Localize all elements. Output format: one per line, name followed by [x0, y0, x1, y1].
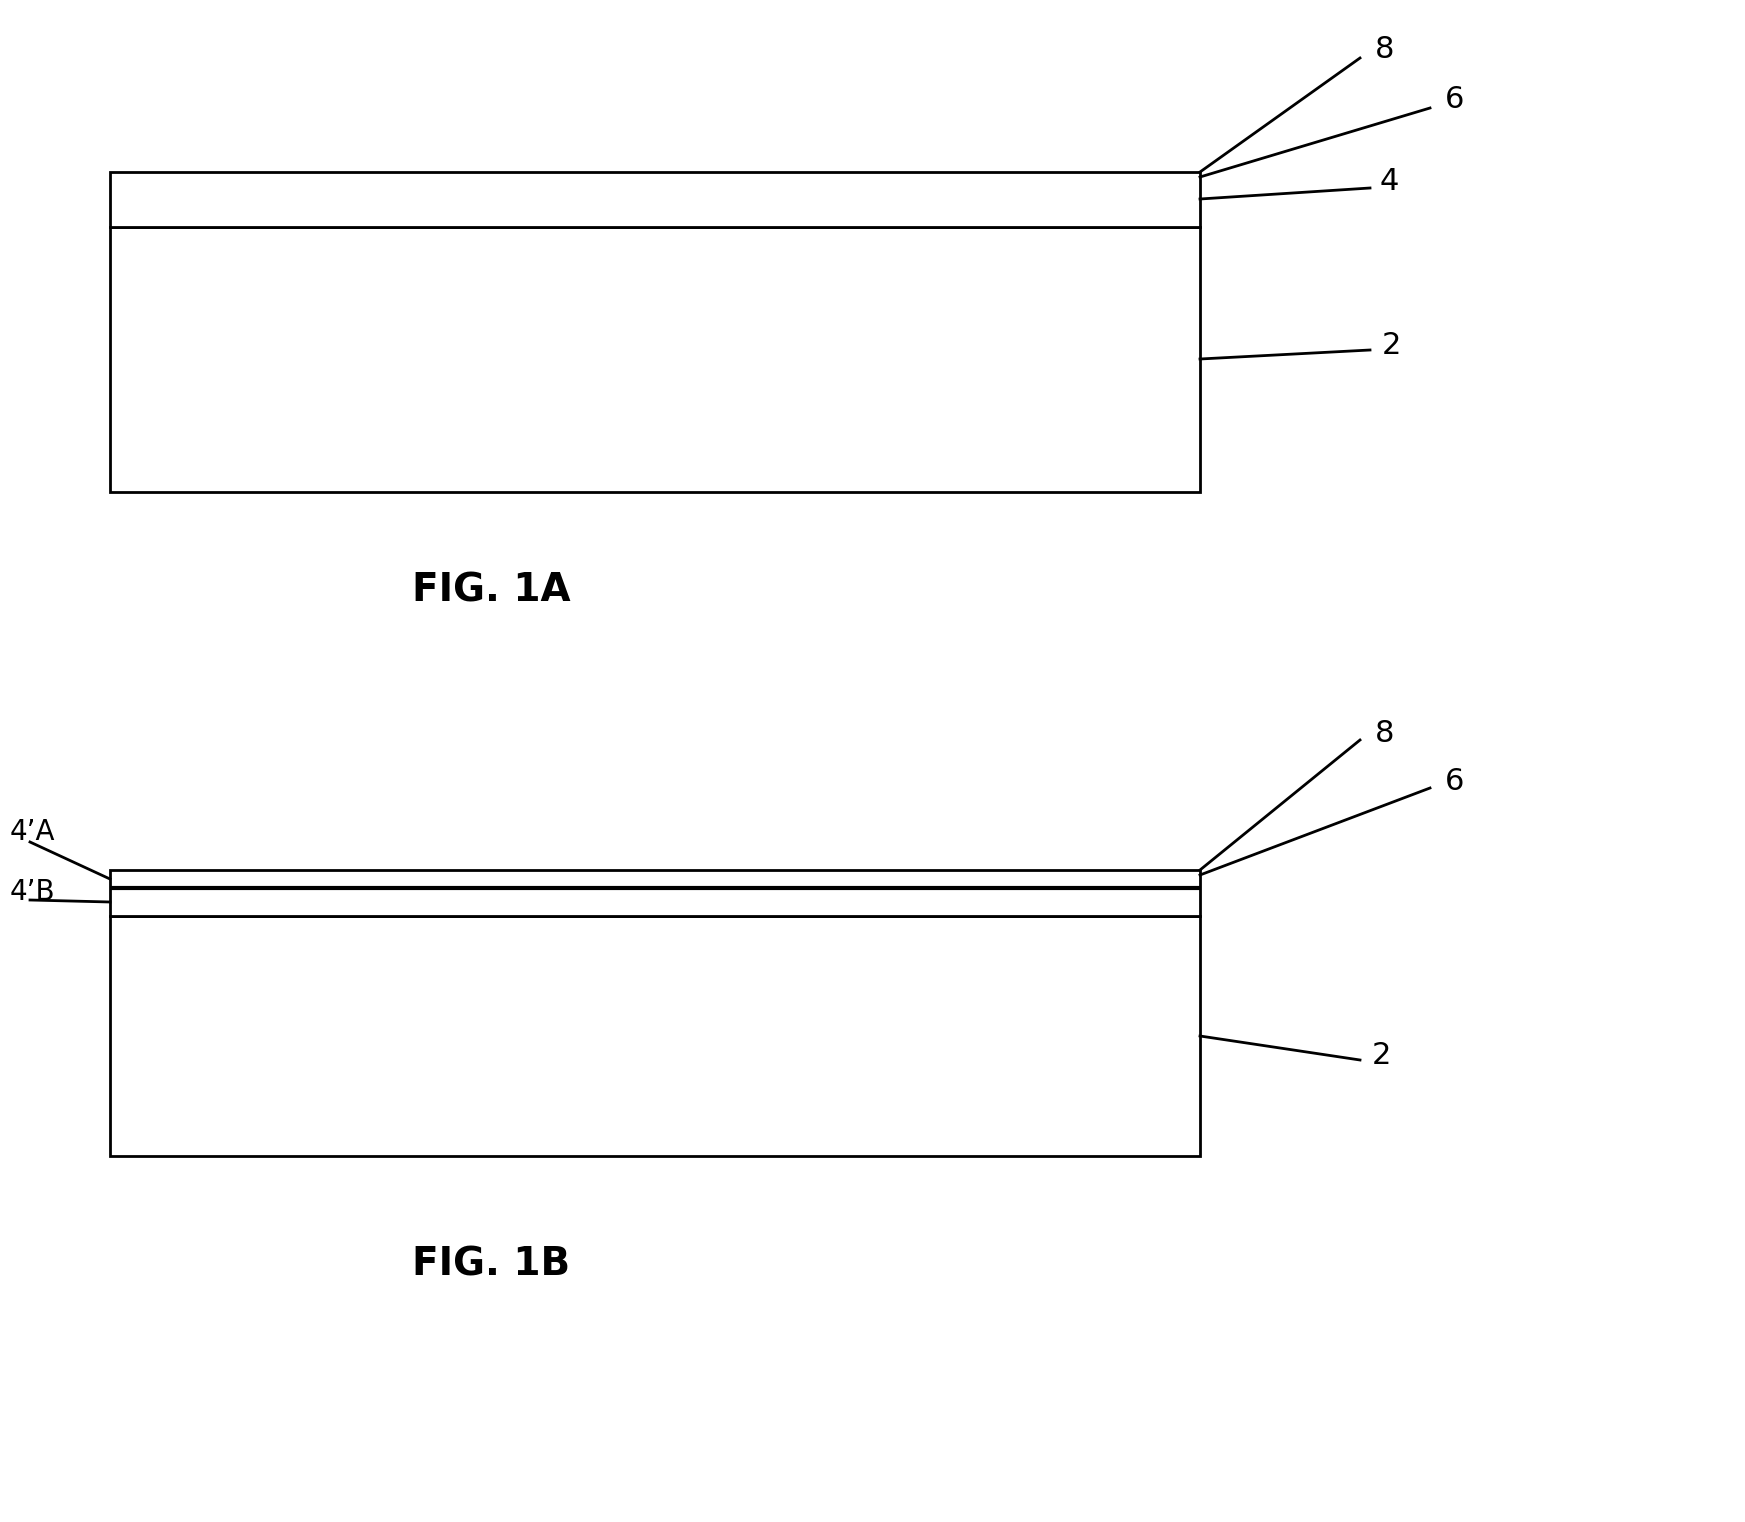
Text: FIG. 1B: FIG. 1B [412, 1247, 571, 1285]
Text: 8: 8 [1375, 718, 1394, 747]
Text: 4: 4 [1380, 167, 1399, 196]
Text: 6: 6 [1445, 767, 1464, 796]
Bar [110, 172, 1201, 227]
Text: 2: 2 [1372, 1041, 1391, 1070]
Text: 8: 8 [1375, 35, 1394, 64]
Bar [110, 227, 1201, 492]
Bar [110, 916, 1201, 1157]
Text: 4’A: 4’A [10, 817, 56, 846]
Text: FIG. 1A: FIG. 1A [412, 571, 571, 609]
Text: 4’B: 4’B [10, 878, 56, 906]
Bar [110, 871, 1201, 916]
Text: 6: 6 [1445, 85, 1464, 114]
Text: 2: 2 [1382, 330, 1401, 359]
